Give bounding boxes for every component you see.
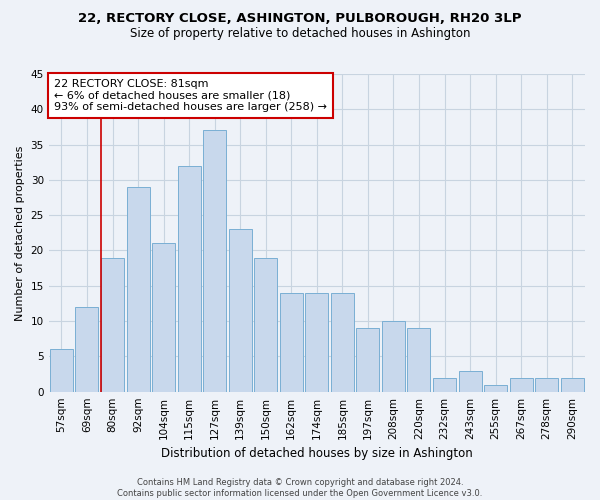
Bar (458, 370, 482, 392)
Bar (561, 378, 584, 392)
Bar (509, 378, 533, 392)
Bar (229, 230, 252, 392)
Bar (127, 187, 149, 392)
Text: Contains HM Land Registry data © Crown copyright and database right 2024.
Contai: Contains HM Land Registry data © Crown c… (118, 478, 482, 498)
Bar (484, 384, 507, 392)
Text: 22 RECTORY CLOSE: 81sqm
← 6% of detached houses are smaller (18)
93% of semi-det: 22 RECTORY CLOSE: 81sqm ← 6% of detached… (54, 79, 327, 112)
Bar (407, 328, 430, 392)
X-axis label: Distribution of detached houses by size in Ashington: Distribution of detached houses by size … (161, 447, 473, 460)
Y-axis label: Number of detached properties: Number of detached properties (15, 145, 25, 320)
Bar (50, 350, 73, 392)
Bar (178, 166, 200, 392)
Bar (382, 321, 405, 392)
Bar (280, 293, 303, 392)
Bar (535, 378, 558, 392)
Bar (433, 378, 456, 392)
Text: 22, RECTORY CLOSE, ASHINGTON, PULBOROUGH, RH20 3LP: 22, RECTORY CLOSE, ASHINGTON, PULBOROUGH… (78, 12, 522, 26)
Bar (76, 307, 98, 392)
Bar (203, 130, 226, 392)
Text: Size of property relative to detached houses in Ashington: Size of property relative to detached ho… (130, 28, 470, 40)
Bar (152, 244, 175, 392)
Bar (305, 293, 328, 392)
Bar (331, 293, 354, 392)
Bar (101, 258, 124, 392)
Bar (356, 328, 379, 392)
Bar (254, 258, 277, 392)
